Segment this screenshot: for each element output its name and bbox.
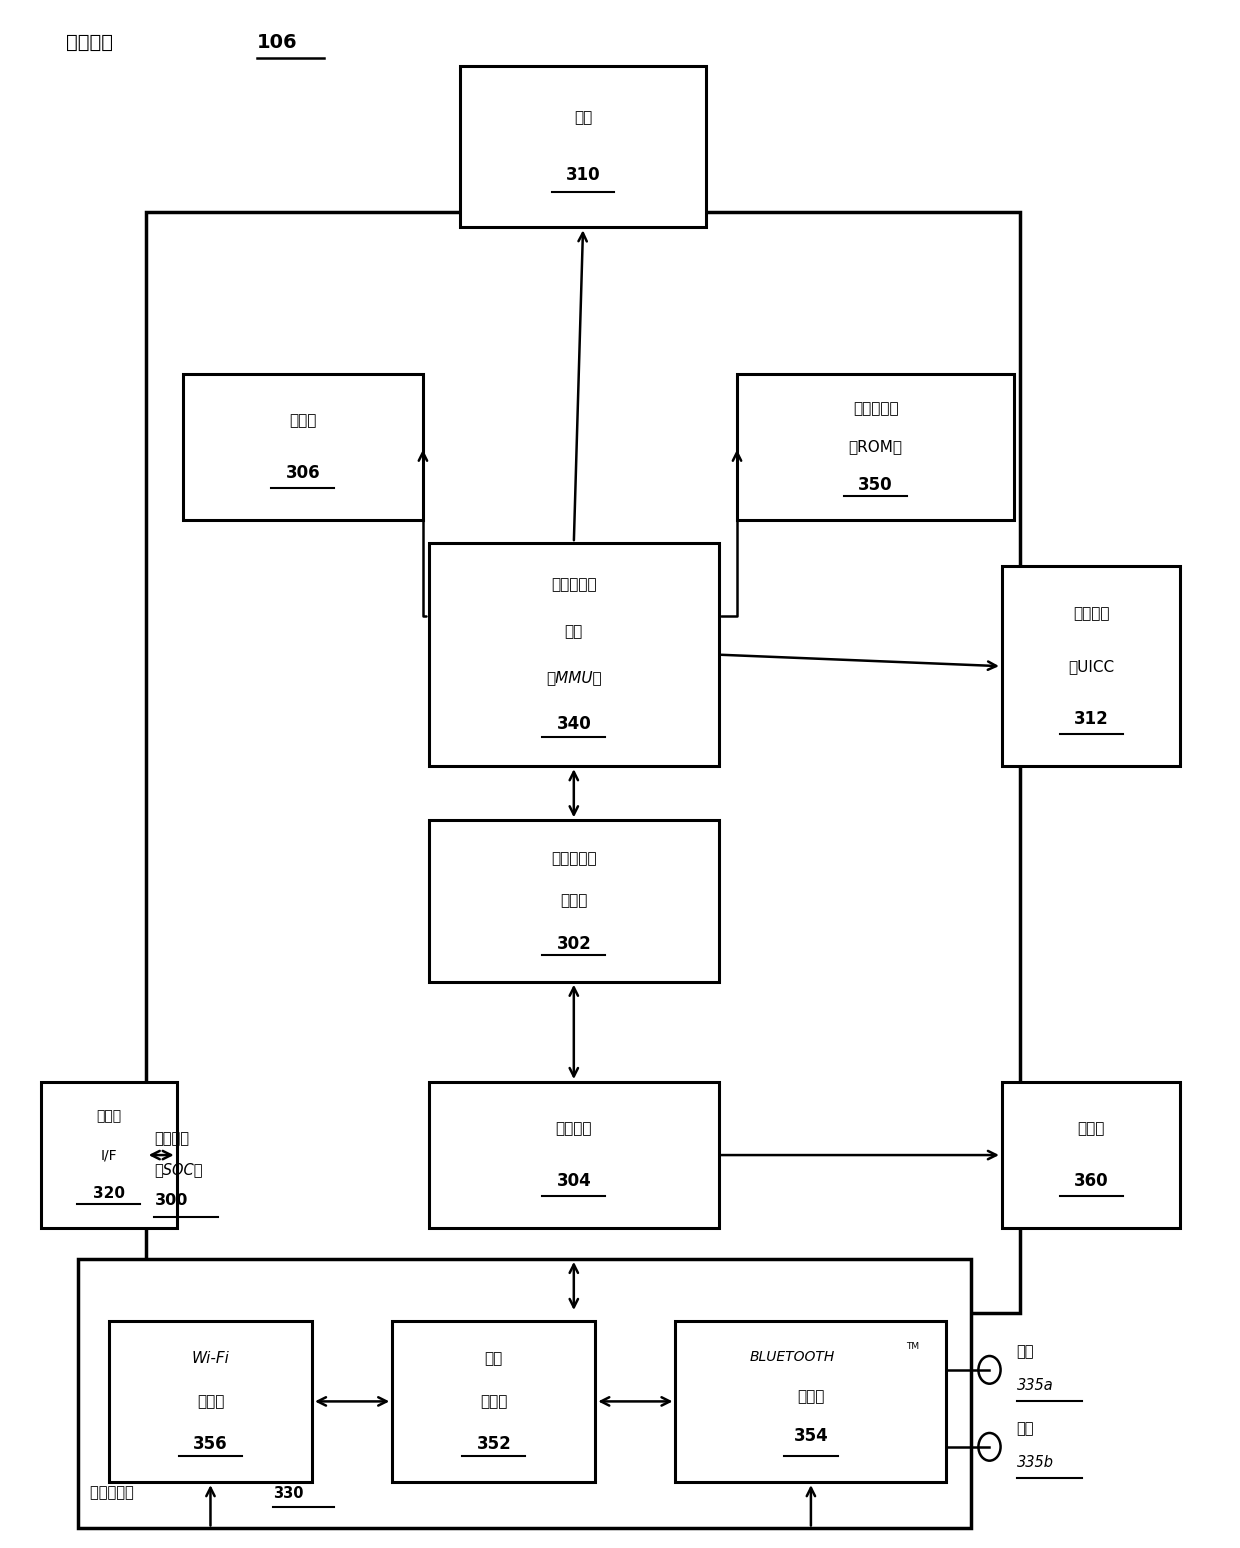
Text: 312: 312	[1074, 711, 1109, 728]
Bar	[78, 1259, 971, 1528]
Text: 显示电路: 显示电路	[556, 1121, 591, 1136]
Text: 存储器管理: 存储器管理	[551, 577, 596, 593]
Text: 354: 354	[794, 1427, 828, 1446]
Bar	[429, 1082, 718, 1228]
Text: 352: 352	[476, 1435, 511, 1454]
Bar	[392, 1320, 595, 1483]
Text: 356: 356	[193, 1435, 228, 1454]
Text: 360: 360	[1074, 1172, 1109, 1190]
Text: I/F: I/F	[100, 1149, 117, 1163]
Text: 存储器: 存储器	[289, 413, 316, 429]
Text: 304: 304	[557, 1172, 591, 1190]
Bar	[41, 1082, 176, 1228]
Bar	[146, 212, 1021, 1313]
Text: （SOC）: （SOC）	[155, 1163, 203, 1176]
Text: 个UICC: 个UICC	[1068, 659, 1115, 673]
Bar	[676, 1320, 946, 1483]
Text: BLUETOOTH: BLUETOOTH	[750, 1350, 835, 1364]
Text: 天线: 天线	[1017, 1421, 1034, 1437]
Text: 335b: 335b	[1017, 1455, 1054, 1469]
Bar	[429, 820, 718, 981]
Bar	[429, 543, 718, 766]
Text: 无线电电路: 无线电电路	[91, 1486, 139, 1500]
Text: 350: 350	[858, 477, 893, 494]
Bar	[1002, 567, 1180, 766]
Bar	[1002, 1082, 1180, 1228]
Text: 闪存: 闪存	[574, 110, 593, 125]
Text: 蜂窝: 蜂窝	[485, 1351, 503, 1367]
Text: 330: 330	[273, 1486, 303, 1500]
Text: TM: TM	[906, 1342, 920, 1351]
Text: 300: 300	[155, 1194, 187, 1207]
Text: 单元: 单元	[564, 624, 583, 639]
Text: 天线: 天线	[1017, 1344, 1034, 1359]
Text: 只读存储器: 只读存储器	[853, 401, 899, 416]
Text: 302: 302	[557, 935, 591, 952]
Text: 335a: 335a	[1017, 1378, 1053, 1393]
Text: 106: 106	[257, 33, 298, 53]
Bar	[182, 373, 423, 520]
Text: 控制器: 控制器	[480, 1393, 507, 1409]
Text: 一个或多个: 一个或多个	[551, 851, 596, 865]
Text: 处理器: 处理器	[560, 893, 588, 909]
Text: （ROM）: （ROM）	[848, 440, 903, 454]
Text: 340: 340	[557, 715, 591, 734]
Text: 320: 320	[93, 1186, 125, 1201]
Bar	[460, 65, 707, 228]
Bar	[737, 373, 1014, 520]
Text: 310: 310	[565, 167, 600, 184]
Text: 片上系统: 片上系统	[155, 1132, 190, 1147]
Text: 用户装置: 用户装置	[66, 33, 119, 53]
Text: 306: 306	[285, 464, 320, 481]
Text: 显示器: 显示器	[1078, 1121, 1105, 1136]
Text: 控制器: 控制器	[797, 1389, 825, 1404]
Text: 控制器: 控制器	[197, 1393, 224, 1409]
Bar	[109, 1320, 312, 1483]
Text: 一个或多: 一个或多	[1073, 607, 1110, 621]
Text: Wi-Fi: Wi-Fi	[191, 1351, 229, 1367]
Text: 坞接口: 坞接口	[97, 1110, 122, 1124]
Text: （MMU）: （MMU）	[546, 670, 601, 686]
